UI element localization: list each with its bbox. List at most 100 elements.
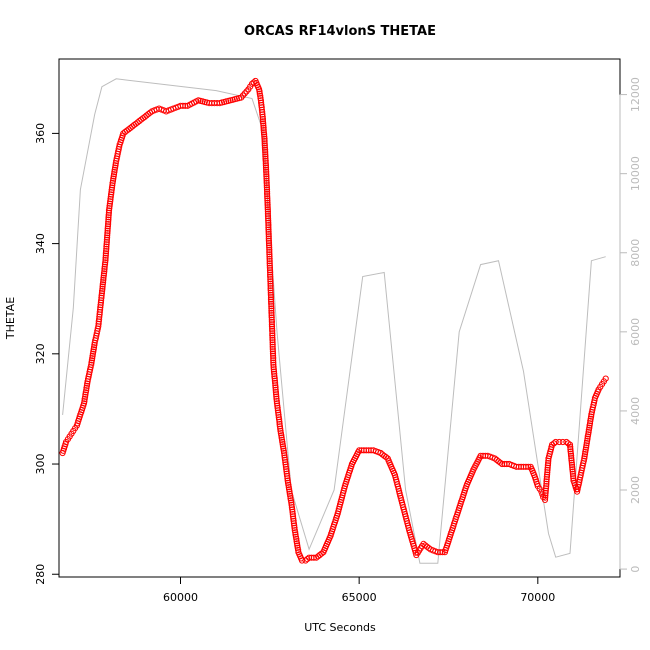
data-point [108, 186, 115, 193]
data-point [544, 462, 552, 469]
y2-tick-label: 4000 [629, 397, 642, 425]
data-point [110, 175, 117, 182]
data-point [269, 336, 276, 344]
data-point [91, 341, 98, 349]
data-point [266, 260, 273, 267]
data-point [264, 213, 272, 220]
data-point [103, 243, 110, 250]
data-point [269, 330, 276, 337]
y-axis-right: 0 2000 4000 6000 8000 10000 12000 [619, 77, 642, 573]
thetae-points-layer [59, 77, 609, 564]
data-point [263, 171, 270, 178]
secondary-series-line [62, 78, 606, 564]
x-tick-label: 65000 [342, 591, 377, 604]
data-point [105, 209, 113, 216]
data-point [280, 445, 287, 452]
data-point [263, 173, 270, 180]
data-point [275, 414, 282, 421]
y2-tick-label: 8000 [629, 239, 642, 267]
data-point [267, 282, 274, 289]
data-point [266, 258, 273, 265]
data-point [290, 520, 297, 527]
data-point [288, 499, 295, 506]
data-point [294, 542, 301, 549]
y2-tick-label: 2000 [629, 476, 642, 504]
data-point [580, 457, 587, 464]
data-point [568, 455, 575, 462]
data-point [283, 468, 290, 475]
data-point [277, 425, 284, 432]
y-axis-left: 280 300 320 340 360 [34, 123, 60, 585]
data-point [567, 450, 575, 457]
data-point [263, 179, 270, 187]
data-point [261, 142, 268, 149]
data-point [272, 386, 279, 393]
y-tick-label: 360 [34, 123, 47, 144]
data-point [105, 216, 112, 223]
data-point [273, 391, 280, 398]
data-point [569, 464, 576, 471]
data-point [279, 438, 286, 446]
data-point [264, 206, 271, 213]
data-point [264, 201, 271, 209]
data-point [266, 244, 273, 251]
data-point [568, 457, 575, 464]
data-point [541, 496, 549, 503]
data-point [105, 218, 112, 225]
data-point [257, 95, 264, 102]
data-point [105, 221, 112, 228]
data-point [365, 447, 372, 454]
data-point [83, 384, 90, 392]
data-point [88, 361, 95, 368]
data-point [567, 443, 574, 451]
data-point [111, 166, 118, 173]
data-point [103, 245, 110, 252]
data-point [291, 527, 298, 534]
data-point [268, 323, 276, 330]
data-point [102, 250, 110, 257]
data-point [90, 348, 97, 355]
data-point [107, 193, 114, 200]
data-point [262, 162, 269, 169]
data-point [294, 544, 301, 551]
data-point [106, 200, 114, 207]
data-point [273, 398, 280, 405]
data-point [265, 226, 272, 233]
data-point [585, 431, 592, 438]
data-point [288, 501, 295, 508]
data-point [281, 449, 288, 457]
data-point [569, 466, 576, 473]
data-point [260, 122, 267, 129]
data-point [106, 205, 113, 212]
data-point [287, 495, 294, 502]
data-point [584, 435, 591, 442]
data-point [262, 146, 269, 153]
data-point [272, 379, 279, 387]
data-point [567, 448, 574, 455]
data-point [101, 265, 108, 273]
data-point [281, 452, 288, 459]
data-point [271, 370, 278, 377]
data-point [100, 270, 108, 277]
data-point [263, 177, 270, 184]
data-point [112, 164, 119, 171]
data-point [270, 366, 277, 373]
data-point [266, 249, 273, 256]
data-point [282, 463, 289, 470]
data-point [104, 234, 111, 241]
data-point [264, 193, 271, 200]
data-point [267, 296, 275, 303]
data-point [293, 538, 300, 545]
data-point [241, 90, 248, 97]
data-point [262, 155, 269, 162]
data-point [102, 252, 109, 259]
data-point [292, 531, 299, 538]
data-point [263, 175, 270, 182]
data-point [265, 228, 272, 235]
data-point [281, 456, 289, 463]
data-point [256, 90, 263, 97]
data-point [268, 318, 275, 326]
data-point [261, 144, 268, 151]
data-point [304, 556, 311, 563]
data-point [265, 235, 272, 242]
